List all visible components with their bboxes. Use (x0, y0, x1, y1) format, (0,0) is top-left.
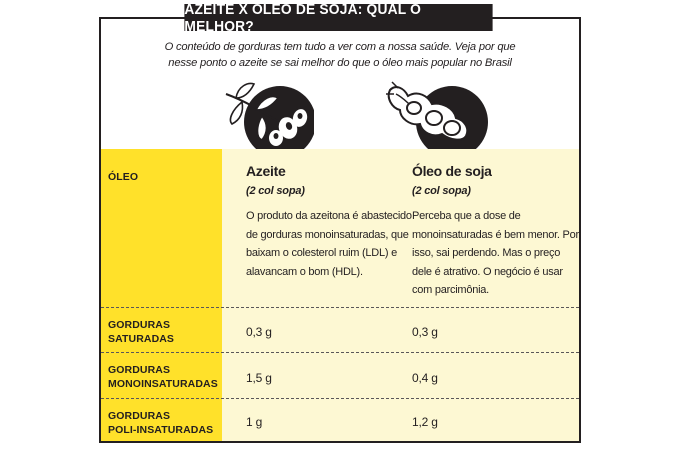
value-azeite-saturadas: 0,3 g (246, 325, 272, 339)
subtitle-line-1: O conteúdo de gorduras tem tudo a ver co… (164, 41, 516, 53)
subtitle: O conteúdo de gorduras tem tudo a ver co… (120, 39, 560, 71)
subtitle-line-2: nesse ponto o azeite se sai melhor do qu… (168, 57, 512, 69)
value-soja-saturadas: 0,3 g (412, 325, 438, 339)
row-label-monoinsaturadas: GORDURAS MONOINSATURADAS (108, 363, 218, 391)
row-divider (101, 352, 579, 353)
row-divider (101, 307, 579, 308)
column-header-oleo-de-soja: Óleo de soja (412, 163, 492, 179)
value-azeite-monoinsaturadas: 1,5 g (246, 371, 272, 385)
row-label-line: SATURADAS (108, 333, 175, 345)
olive-branch-icon (218, 80, 316, 158)
row-label-line: GORDURAS (108, 410, 171, 422)
column-header-azeite: Azeite (246, 163, 286, 179)
value-azeite-poli-insaturadas: 1 g (246, 415, 263, 429)
page-title: AZEITE X ÓLEO DE SOJA: QUAL O MELHOR? (184, 1, 493, 35)
column-description-azeite: O produto da azeitona é abastecido de go… (246, 210, 412, 278)
row-label-line: POLI-INSATURADAS (108, 424, 214, 436)
row-label-column (101, 149, 222, 441)
row-label-line: GORDURAS (108, 364, 171, 376)
value-soja-poli-insaturadas: 1,2 g (412, 415, 438, 429)
row-divider (101, 398, 579, 399)
soybean-pod-icon (382, 80, 490, 158)
column-serving-oleo-de-soja: (2 col sopa) (412, 185, 471, 197)
row-label-saturadas: GORDURAS SATURADAS (108, 318, 174, 346)
value-soja-monoinsaturadas: 0,4 g (412, 371, 438, 385)
column-description-oleo-de-soja: Perceba que a dose de monoinsaturadas é … (412, 210, 579, 296)
header-frame (99, 17, 581, 150)
row-label-line: MONOINSATURADAS (108, 378, 218, 390)
column-serving-azeite: (2 col sopa) (246, 185, 305, 197)
row-label-poli-insaturadas: GORDURAS POLI-INSATURADAS (108, 409, 213, 437)
row-label-line: GORDURAS (108, 319, 171, 331)
row-label-header: ÓLEO (108, 171, 139, 183)
comparison-table: ÓLEO Azeite (2 col sopa) O produto da az… (99, 149, 581, 443)
